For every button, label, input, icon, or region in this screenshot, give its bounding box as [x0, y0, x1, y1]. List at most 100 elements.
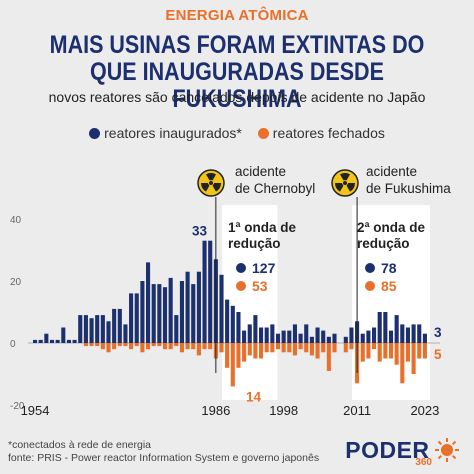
- bar-opened-1967: [106, 321, 111, 343]
- bar-opened-2017: [388, 330, 394, 343]
- bar-opened-2016: [383, 312, 388, 343]
- bar-closed-1973: [140, 343, 145, 353]
- legend: reatores inaugurados* reatores fechados: [0, 125, 474, 141]
- logo-word: PODER: [345, 437, 430, 463]
- bar-closed-1999: [287, 343, 292, 353]
- bar-closed-1969: [117, 343, 122, 347]
- bar-opened-2003: [309, 336, 314, 343]
- bar-opened-1997: [275, 333, 281, 343]
- bar-closed-1982: [191, 343, 196, 350]
- bar-opened-1993: [253, 315, 258, 343]
- radiation-icon: [197, 169, 225, 197]
- bar-opened-2022: [417, 324, 422, 343]
- event-label: acidente: [366, 164, 417, 179]
- bar-closed-2005: [321, 343, 326, 353]
- x-axis: 1954 1986 1998 2011 2023: [21, 403, 440, 418]
- bar-opened-1977: [162, 287, 168, 343]
- bar-opened-1998: [281, 330, 286, 343]
- legend-closed-swatch: [257, 128, 269, 139]
- logo-sun-icon: [435, 438, 459, 462]
- bar-opened-2021: [411, 324, 416, 343]
- bar-closed-1965: [95, 343, 100, 347]
- bar-closed-2003: [309, 343, 314, 356]
- bar-closed-2010: [349, 343, 354, 350]
- bar-closed-1963: [83, 343, 88, 347]
- bar-closed-2019: [400, 343, 405, 384]
- radiation-blade: [346, 183, 355, 192]
- bar-closed-1976: [157, 343, 162, 347]
- chart-area: 40 20 0 -20 acidente de Chernobyl acidente de …: [10, 164, 451, 418]
- bar-opened-1964: [89, 318, 94, 343]
- bar-closed-1980: [179, 343, 184, 353]
- bar-opened-1988: [225, 299, 230, 343]
- y-tick-label: -20: [10, 401, 25, 412]
- bar-closed-2017: [388, 343, 394, 359]
- bar-opened-1961: [72, 339, 77, 343]
- legend-opened: reatores inaugurados*: [89, 125, 242, 141]
- bar-opened-1971: [129, 293, 134, 343]
- bar-opened-2000: [292, 324, 297, 343]
- bar-opened-1995: [264, 327, 269, 343]
- bar-closed-1994: [259, 343, 264, 359]
- legend-closed-label: reatores fechados: [272, 125, 385, 141]
- radiation-blade: [212, 183, 221, 192]
- event-label: de Chernobyl: [235, 181, 315, 196]
- highlight-box-2: [352, 205, 430, 400]
- bar-closed-2009: [343, 343, 348, 353]
- bar-opened-1969: [117, 308, 122, 343]
- bar-opened-1965: [95, 315, 100, 343]
- bar-opened-1984: [202, 240, 207, 343]
- bar-opened-2019: [400, 324, 405, 343]
- wave-closed-dot: [365, 281, 375, 291]
- wave-title: redução: [357, 236, 410, 251]
- bar-closed-1995: [264, 343, 269, 353]
- bar-closed-1990: [236, 343, 241, 368]
- event-label: acidente: [235, 164, 286, 179]
- legend-opened-swatch: [89, 128, 101, 139]
- bar-closed-1971: [129, 343, 134, 350]
- bar-closed-1977: [162, 343, 168, 350]
- x-tick-label: 2023: [410, 403, 439, 418]
- peak-closed-label: 14: [246, 389, 262, 404]
- wave-closed-dot: [236, 281, 246, 291]
- bar-opened-1972: [134, 293, 139, 343]
- bar-closed-1966: [100, 343, 105, 350]
- bar-closed-2021: [411, 343, 416, 374]
- bar-closed-2023: [422, 343, 427, 359]
- bar-closed-1997: [275, 343, 281, 350]
- bar-closed-1985: [208, 343, 213, 350]
- bar-closed-2014: [372, 343, 377, 350]
- bar-opened-1982: [191, 284, 196, 343]
- bar-opened-1994: [259, 327, 264, 343]
- bar-opened-1957: [49, 339, 55, 343]
- bar-closed-2002: [304, 343, 309, 353]
- last-closed-label: 5: [434, 347, 442, 362]
- bar-opened-1996: [270, 324, 275, 343]
- radiation-blade: [335, 183, 344, 192]
- bar-opened-1973: [140, 281, 145, 343]
- wave-opened-value: 78: [381, 260, 397, 276]
- bar-closed-1996: [270, 343, 275, 353]
- bar-closed-1987: [219, 343, 224, 353]
- bar-closed-1979: [174, 343, 179, 347]
- bar-opened-1954: [33, 339, 38, 343]
- chart-subtitle: novos reatores são cancelados depois de …: [48, 89, 426, 105]
- bar-opened-1983: [196, 271, 201, 343]
- source-note: fonte: PRIS - Power reactor Information …: [8, 452, 320, 464]
- bar-closed-1988: [225, 343, 230, 368]
- bar-opened-2018: [394, 315, 399, 343]
- bar-opened-2002: [304, 324, 309, 343]
- bar-closed-1981: [185, 343, 190, 350]
- bar-opened-1980: [179, 281, 184, 343]
- bar-opened-1999: [287, 330, 292, 343]
- last-opened-label: 3: [434, 325, 442, 340]
- bar-opened-1968: [112, 308, 117, 343]
- wave-title: 1ª onda de: [228, 220, 296, 235]
- bar-opened-1970: [123, 324, 128, 343]
- kicker: ENERGIA ATÔMICA: [165, 7, 309, 24]
- bar-opened-2023: [422, 333, 427, 343]
- bar-opened-1990: [236, 312, 241, 343]
- event-label: de Fukushima: [366, 181, 451, 196]
